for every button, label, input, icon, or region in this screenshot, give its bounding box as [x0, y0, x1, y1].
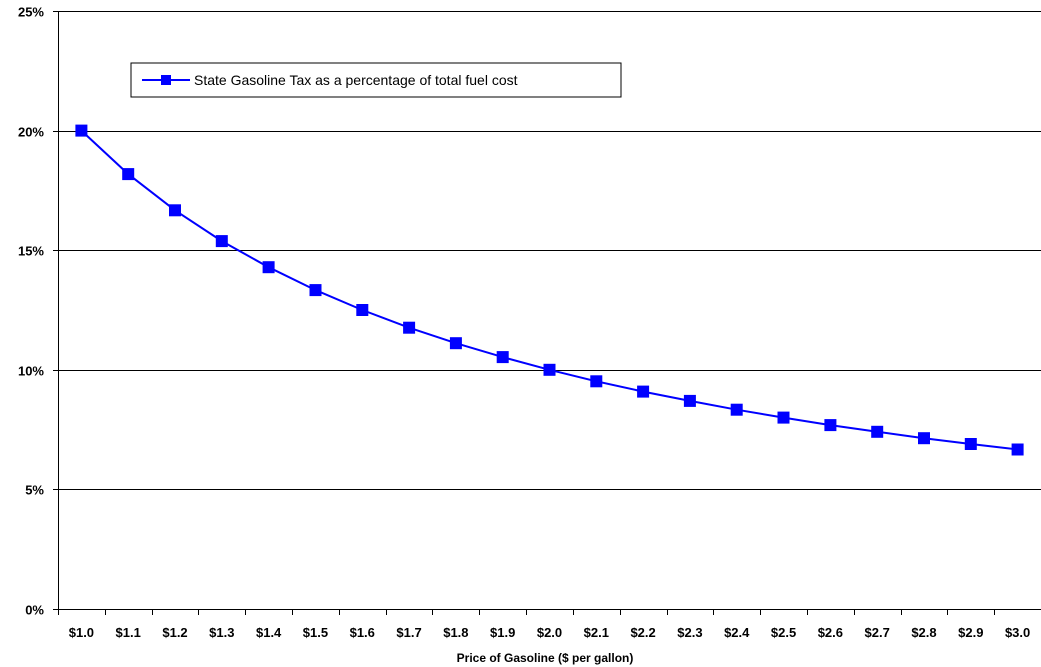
data-point-marker: [543, 363, 556, 376]
data-point-marker: [1011, 443, 1024, 456]
series-line: [80, 129, 1018, 451]
x-axis-ticks: $1.0 $1.1 $1.2 $1.3 $1.4 $1.5 $1.6 $1.7 $1.8 $1.9…: [58, 609, 1030, 640]
data-point-marker: [918, 432, 930, 445]
data-point-marker: [964, 438, 977, 450]
y-tick-label: 0%: [25, 603, 44, 618]
legend: State Gasoline Tax as a percentage of to…: [130, 62, 622, 98]
x-tick-label: $1.8: [443, 625, 468, 640]
data-point-marker: [730, 403, 743, 416]
x-tick-label: $1.1: [116, 625, 141, 640]
x-tick-label: $2.5: [771, 625, 796, 640]
gridlines: [58, 11, 1041, 490]
x-tick-label: $2.7: [865, 625, 890, 640]
data-point-marker: [871, 425, 884, 438]
data-point-marker: [683, 394, 696, 407]
data-point-marker: [449, 337, 462, 350]
x-tick-label: $1.4: [256, 625, 282, 640]
x-tick-label: $2.8: [911, 625, 936, 640]
data-point-marker: [824, 419, 837, 432]
y-tick-label: 5%: [25, 483, 44, 498]
x-tick-label: $1.5: [303, 625, 328, 640]
y-tick-label: 20%: [18, 125, 44, 140]
x-tick-label: $2.3: [677, 625, 702, 640]
x-tick-label: $1.2: [162, 625, 187, 640]
x-tick-label: $2.4: [724, 625, 750, 640]
x-tick-label: $1.0: [69, 625, 94, 640]
data-point-marker: [356, 304, 369, 316]
x-tick-label: $1.3: [209, 625, 234, 640]
axes: [58, 11, 1041, 610]
x-tick-label: $2.6: [818, 625, 843, 640]
x-tick-label: $1.6: [350, 625, 375, 640]
x-tick-label: $2.1: [584, 625, 609, 640]
x-tick-label: $2.2: [630, 625, 655, 640]
x-tick-label: $3.0: [1005, 625, 1030, 640]
data-point-marker: [169, 204, 181, 217]
data-point-marker: [309, 284, 322, 297]
y-axis-ticks: 0% 5% 10% 15% 20% 25%: [18, 5, 58, 618]
data-point-marker: [496, 351, 509, 364]
x-tick-label: $1.9: [490, 625, 515, 640]
x-axis-title: Price of Gasoline ($ per gallon): [457, 651, 634, 665]
data-point-marker: [403, 321, 416, 334]
y-tick-label: 25%: [18, 5, 44, 20]
data-point-marker: [637, 385, 650, 398]
legend-box: [130, 62, 622, 98]
legend-label: State Gasoline Tax as a percentage of to…: [194, 72, 518, 88]
data-point-marker: [215, 235, 228, 248]
x-tick-label: $2.0: [537, 625, 562, 640]
data-point-marker: [262, 261, 275, 274]
data-point-marker: [122, 168, 135, 181]
legend-marker-icon: [161, 75, 171, 85]
y-tick-label: 10%: [18, 364, 44, 379]
series-group: [75, 124, 1024, 456]
data-point-marker: [75, 124, 88, 137]
y-tick-label: 15%: [18, 244, 44, 259]
data-point-marker: [590, 375, 603, 388]
x-tick-label: $2.9: [958, 625, 983, 640]
data-point-marker: [777, 411, 790, 424]
x-tick-label: $1.7: [396, 625, 421, 640]
